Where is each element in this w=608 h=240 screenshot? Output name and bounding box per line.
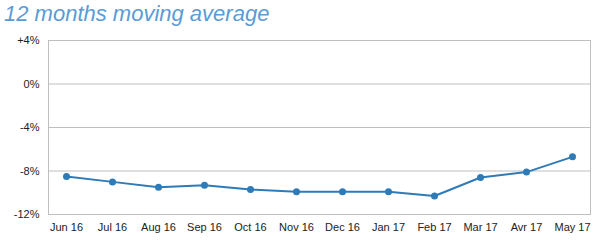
- svg-text:+4%: +4%: [17, 34, 40, 46]
- svg-text:-4%: -4%: [20, 121, 40, 133]
- svg-text:0%: 0%: [24, 78, 40, 90]
- svg-text:Mar 17: Mar 17: [463, 221, 497, 233]
- svg-text:-12%: -12%: [14, 208, 40, 220]
- svg-text:Sep 16: Sep 16: [187, 221, 222, 233]
- svg-text:Feb 17: Feb 17: [417, 221, 451, 233]
- svg-text:May 17: May 17: [554, 221, 590, 233]
- svg-text:Oct 16: Oct 16: [234, 221, 266, 233]
- svg-text:Jul 16: Jul 16: [98, 221, 127, 233]
- svg-text:Jun 16: Jun 16: [50, 221, 83, 233]
- html-text:12 months moving average: 12 months moving average: [4, 1, 270, 26]
- svg-text:Jan 17: Jan 17: [372, 221, 405, 233]
- svg-text:-8%: -8%: [20, 165, 40, 177]
- svg-text:Aug 16: Aug 16: [141, 221, 176, 233]
- svg-text:Dec 16: Dec 16: [325, 221, 360, 233]
- svg-text:Avr 17: Avr 17: [511, 221, 543, 233]
- svg-text:Nov 16: Nov 16: [279, 221, 314, 233]
